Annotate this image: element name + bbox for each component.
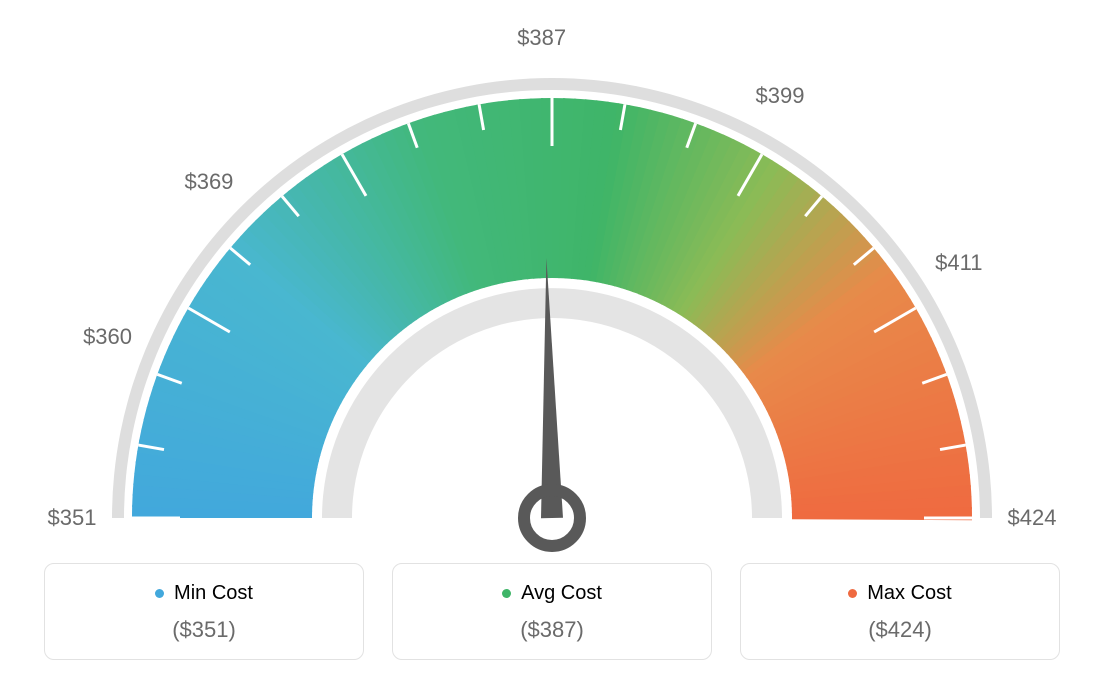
min-cost-title: Min Cost	[155, 582, 253, 605]
avg-cost-title: Avg Cost	[502, 582, 602, 605]
max-cost-label: Max Cost	[867, 582, 951, 605]
min-cost-card: Min Cost ($351)	[44, 563, 364, 660]
tick-label: $399	[755, 83, 804, 109]
tick-label: $424	[1008, 505, 1057, 531]
gauge-area: $351 $360 $369 $387 $399 $411 $424	[0, 0, 1104, 560]
tick-label: $351	[48, 505, 97, 531]
chart-container: $351 $360 $369 $387 $399 $411 $424 Min Cost ($…	[0, 0, 1104, 690]
min-cost-label: Min Cost	[174, 582, 253, 605]
gauge-svg	[0, 28, 1104, 588]
dot-icon	[848, 589, 857, 598]
dot-icon	[502, 589, 511, 598]
summary-row: Min Cost ($351) Avg Cost ($387) Max Cost…	[0, 563, 1104, 660]
tick-label: $411	[935, 250, 982, 276]
avg-cost-label: Avg Cost	[521, 582, 602, 605]
avg-cost-card: Avg Cost ($387)	[392, 563, 712, 660]
max-cost-title: Max Cost	[848, 582, 951, 605]
dot-icon	[155, 589, 164, 598]
min-cost-value: ($351)	[55, 617, 353, 643]
max-cost-value: ($424)	[751, 617, 1049, 643]
avg-cost-value: ($387)	[403, 617, 701, 643]
max-cost-card: Max Cost ($424)	[740, 563, 1060, 660]
tick-label: $360	[83, 324, 132, 350]
tick-label: $369	[184, 169, 233, 195]
tick-label: $387	[517, 25, 566, 51]
